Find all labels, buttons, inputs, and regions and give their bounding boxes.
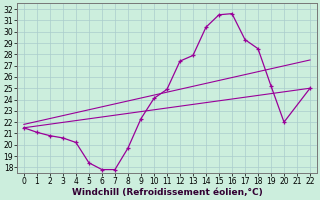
X-axis label: Windchill (Refroidissement éolien,°C): Windchill (Refroidissement éolien,°C): [72, 188, 262, 197]
